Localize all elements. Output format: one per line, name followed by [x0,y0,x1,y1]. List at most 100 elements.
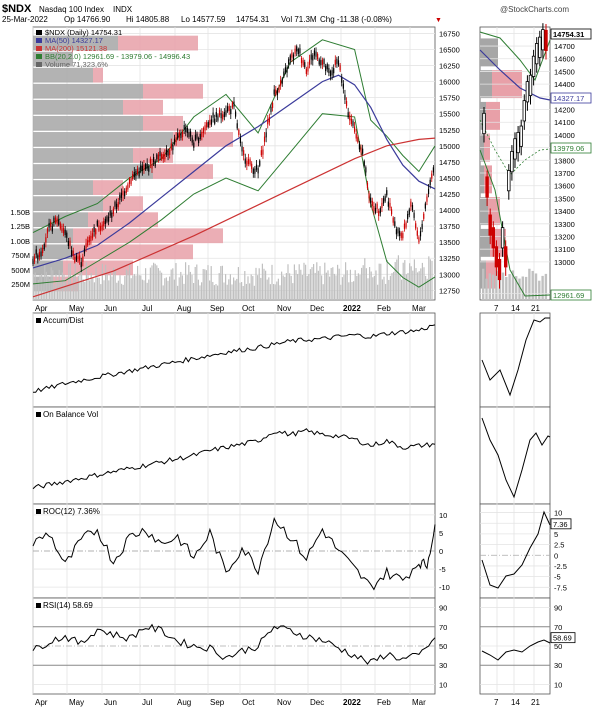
volume-bar [265,270,267,300]
volume-bar [405,274,407,300]
volume-bar [338,268,340,300]
price-candle-body [350,118,352,124]
price-candle-body [51,226,53,232]
zoom-volume-bar [508,274,511,300]
month-label-bottom: Jul [142,698,152,707]
month-label-bottom: Mar [412,698,426,707]
roc-title: ROC(12) 7.36% [43,507,100,516]
volume-bar [154,263,156,300]
price-tick-label: 16000 [439,78,460,87]
volume-bar [426,278,428,300]
price-candle-body [82,256,84,262]
volume-bar [117,280,119,300]
price-candle-body [88,236,90,242]
volume-by-price-bar [173,132,233,147]
zoom-rsi-line [481,639,551,661]
volume-bar [327,270,329,300]
zoom-volume-bar [515,276,518,300]
zoom-roc-value-box [550,518,572,530]
quote-open: Op 14766.90 [64,15,111,24]
price-candle-body [85,243,87,249]
volume-bar [36,283,38,300]
zoom-volume-bar [482,268,485,300]
price-tick-label: 14500 [439,174,460,183]
zoom-price-tick: 13100 [554,245,575,254]
volume-bar [431,260,433,300]
price-candle-body [130,179,132,185]
zoom-roc-tick: 10 [554,509,562,518]
volume-bar [249,283,251,300]
change-down-marker: ▼ [435,17,442,24]
price-candle-body [104,218,106,224]
price-candle-body [143,164,145,170]
month-label: Feb [377,304,391,313]
month-label: Nov [277,304,291,313]
zoom-volume-bar [541,275,544,300]
volume-bar [380,263,382,300]
brand-label: @StockCharts.com [500,5,569,14]
volume-bar [281,271,283,300]
zoom-rsi-tick: 30 [554,661,562,670]
volume-by-price-bar [143,83,203,99]
volume-bar [183,283,185,300]
zoom-volume-bar [521,276,524,300]
volume-bar [169,276,171,300]
volume-bar [165,277,167,300]
volume-bar [369,267,371,300]
price-candle-body [328,67,330,74]
price-tick-label: 13000 [439,270,460,279]
zoom-candle-body [544,29,548,52]
volume-bar [65,281,67,300]
price-candle-body [116,203,118,209]
volume-bar [210,266,212,300]
volume-bar [53,284,55,300]
volume-bar [269,284,271,300]
price-candle-body [112,208,114,214]
volume-bar [129,263,131,300]
volume-bar [295,270,297,300]
volume-by-price-bar [33,212,88,228]
volume-bar [300,269,302,300]
price-tick-label: 15250 [439,126,460,135]
price-candle-body [128,178,131,184]
volume-bar [271,264,273,300]
price-candle-body [119,194,121,200]
price-candle-body [148,166,150,172]
price-candle-body [185,126,187,132]
zoom-candle-body [503,246,508,268]
ma50-legend-label: MA(50) 14327.17 [45,36,103,45]
volume-bar [145,268,147,300]
price-candle-body [411,205,414,211]
volume-bar [297,274,299,300]
volume-bar [173,279,175,300]
volume-bar [34,272,36,300]
price-candle-body [124,191,126,197]
zoom-vbp-bar [480,228,490,257]
volume-bar [353,281,355,300]
price-candle-body [53,217,55,223]
volume-by-price-bar [33,164,153,179]
price-candle-body [70,250,73,256]
price-candle-body [58,219,60,225]
roc-tick-label: -5 [439,565,446,574]
volume-bar [389,275,391,300]
volume-bar [298,264,300,300]
volume-bar [197,279,199,300]
volume-bar [316,262,318,300]
volume-bar [241,282,243,300]
volume-bar [247,276,249,300]
price-candle-body [299,48,301,54]
price-candle-body [149,158,151,164]
zoom-rsi-tick: 90 [554,604,562,613]
volume-bar [348,282,350,300]
price-candle-body [297,48,299,55]
price-candle-body [363,161,365,167]
volume-tick-label: 250M [11,280,30,289]
volume-bar [103,280,105,300]
ma200-legend-label: MA(200) 15121.38 [45,44,107,53]
price-candle-body [167,150,169,156]
price-candle-body [170,143,172,149]
volume-bar [282,275,284,300]
zoom-volume-bar [491,274,495,300]
volume-bar [394,262,396,300]
